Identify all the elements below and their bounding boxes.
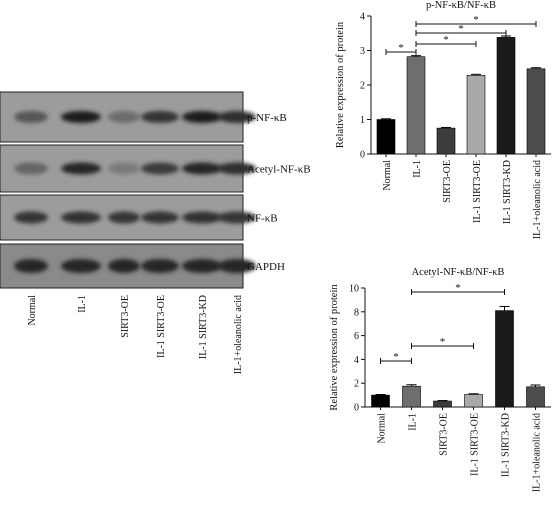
significance-bracket: [415, 21, 537, 27]
bar: [464, 394, 483, 408]
blot-band: [14, 259, 48, 273]
x-tick-label: IL-1: [408, 413, 419, 431]
significance-label: *: [473, 14, 479, 26]
y-tick-label: 8: [354, 307, 359, 318]
x-tick-label: SIRT3-OE: [442, 160, 453, 203]
chart-title: Acetyl-NF-κB/NF-κB: [412, 267, 505, 278]
bar: [526, 386, 545, 408]
significance-bracket: [411, 343, 474, 349]
x-tick-label: SIRT3-OE: [439, 413, 450, 456]
blot-band: [14, 111, 48, 123]
blot-band: [182, 211, 222, 224]
y-tick-label: 1: [360, 115, 365, 126]
x-tick-label: IL-1 SIRT3-OE: [470, 413, 481, 476]
bar: [402, 385, 421, 408]
y-axis-label: Relative expression of protein: [329, 284, 340, 411]
significance-bracket: [411, 289, 505, 295]
y-tick-label: 4: [360, 12, 365, 23]
blot-strip: [0, 194, 256, 241]
y-tick-label: 3: [360, 46, 365, 57]
significance-label: *: [458, 23, 464, 35]
blot-band: [61, 211, 101, 224]
y-tick-label: 2: [360, 81, 365, 92]
bar: [406, 56, 426, 155]
y-axis-label: Relative expression of protein: [335, 21, 346, 148]
bar: [371, 394, 390, 408]
y-tick-label: 2: [354, 379, 359, 390]
y-tick-label: 10: [349, 284, 359, 295]
blot-band: [108, 259, 140, 273]
x-tick-label: Normal: [377, 413, 388, 444]
blot-lane-label: IL-1 SIRT3-KD: [198, 295, 209, 359]
blot-band-label: NF-κB: [247, 213, 278, 225]
bar: [496, 37, 516, 155]
blot-band: [14, 211, 48, 224]
blot-band: [14, 162, 48, 175]
x-tick-label: IL-1 SIRT3-KD: [502, 160, 513, 224]
blot-band-label: GAPDH: [247, 261, 285, 273]
x-tick-label: IL-1: [412, 160, 423, 178]
blot-band: [61, 259, 101, 273]
chart-acetyl-nfkb: Acetyl-NF-κB/NF-κB Relative expression of…: [329, 267, 551, 492]
bar: [495, 310, 514, 408]
significance-label: *: [455, 282, 461, 294]
blot-band: [182, 162, 222, 175]
chart-title: p-NF-κB/NF-κB: [426, 0, 496, 11]
blot-lane-label: IL-1+oleanolic acid: [233, 295, 244, 374]
y-tick-label: 6: [354, 331, 359, 342]
significance-label: *: [440, 336, 446, 348]
significance-bracket: [415, 30, 507, 36]
x-tick-label: IL-1+oleanolic acid: [532, 413, 543, 492]
blot-band: [182, 259, 222, 273]
blot-lane-label: IL-1: [77, 295, 88, 313]
significance-bracket: [380, 358, 412, 364]
y-tick-label: 0: [354, 403, 359, 414]
blot-strip: [0, 144, 256, 193]
blot-band: [108, 211, 140, 224]
y-tick-label: 0: [360, 150, 365, 161]
x-tick-label: IL-1+oleanolic acid: [532, 160, 543, 239]
blot-band: [141, 211, 179, 224]
blot-band-label: p-NF-κB: [247, 112, 287, 124]
x-tick-label: IL-1 SIRT3-KD: [501, 413, 512, 477]
blot-strip: [0, 243, 256, 289]
significance-bracket: [385, 49, 417, 55]
blot-lane-label: Normal: [27, 295, 38, 326]
blot-band: [218, 259, 256, 273]
blot-band: [61, 162, 101, 175]
y-tick-label: 4: [354, 355, 359, 366]
blot-band: [141, 111, 179, 123]
blot-lane-label: IL-1 SIRT3-OE: [156, 295, 167, 358]
bar: [376, 119, 396, 155]
significance-label: *: [443, 34, 449, 46]
x-tick-label: IL-1 SIRT3-OE: [472, 160, 483, 223]
blot-band: [141, 162, 179, 175]
blot-band: [141, 259, 179, 273]
blot-band: [182, 111, 222, 123]
blot-band: [61, 111, 101, 123]
significance-bracket: [415, 41, 477, 47]
bar: [436, 127, 456, 155]
blot-band: [108, 111, 140, 123]
chart-p-nfkb: p-NF-κB/NF-κB Relative expression of prot…: [335, 0, 551, 239]
bar: [526, 68, 546, 155]
bar: [433, 400, 452, 408]
blot-band: [108, 162, 140, 175]
blot-band: [218, 111, 256, 123]
blot-lane-label: SIRT3-OE: [120, 295, 131, 338]
x-tick-label: Normal: [382, 160, 393, 191]
blot-strip: [0, 91, 256, 143]
blot-band: [218, 162, 256, 175]
significance-label: *: [393, 351, 399, 363]
bar: [466, 75, 486, 155]
blot-band: [218, 211, 256, 224]
western-blot: p-NF-κB Acetyl-NF-κB NF-κB GAPDH Normal IL-1 S…: [0, 91, 311, 374]
significance-label: *: [398, 42, 404, 54]
blot-band-label: Acetyl-NF-κB: [247, 164, 311, 176]
